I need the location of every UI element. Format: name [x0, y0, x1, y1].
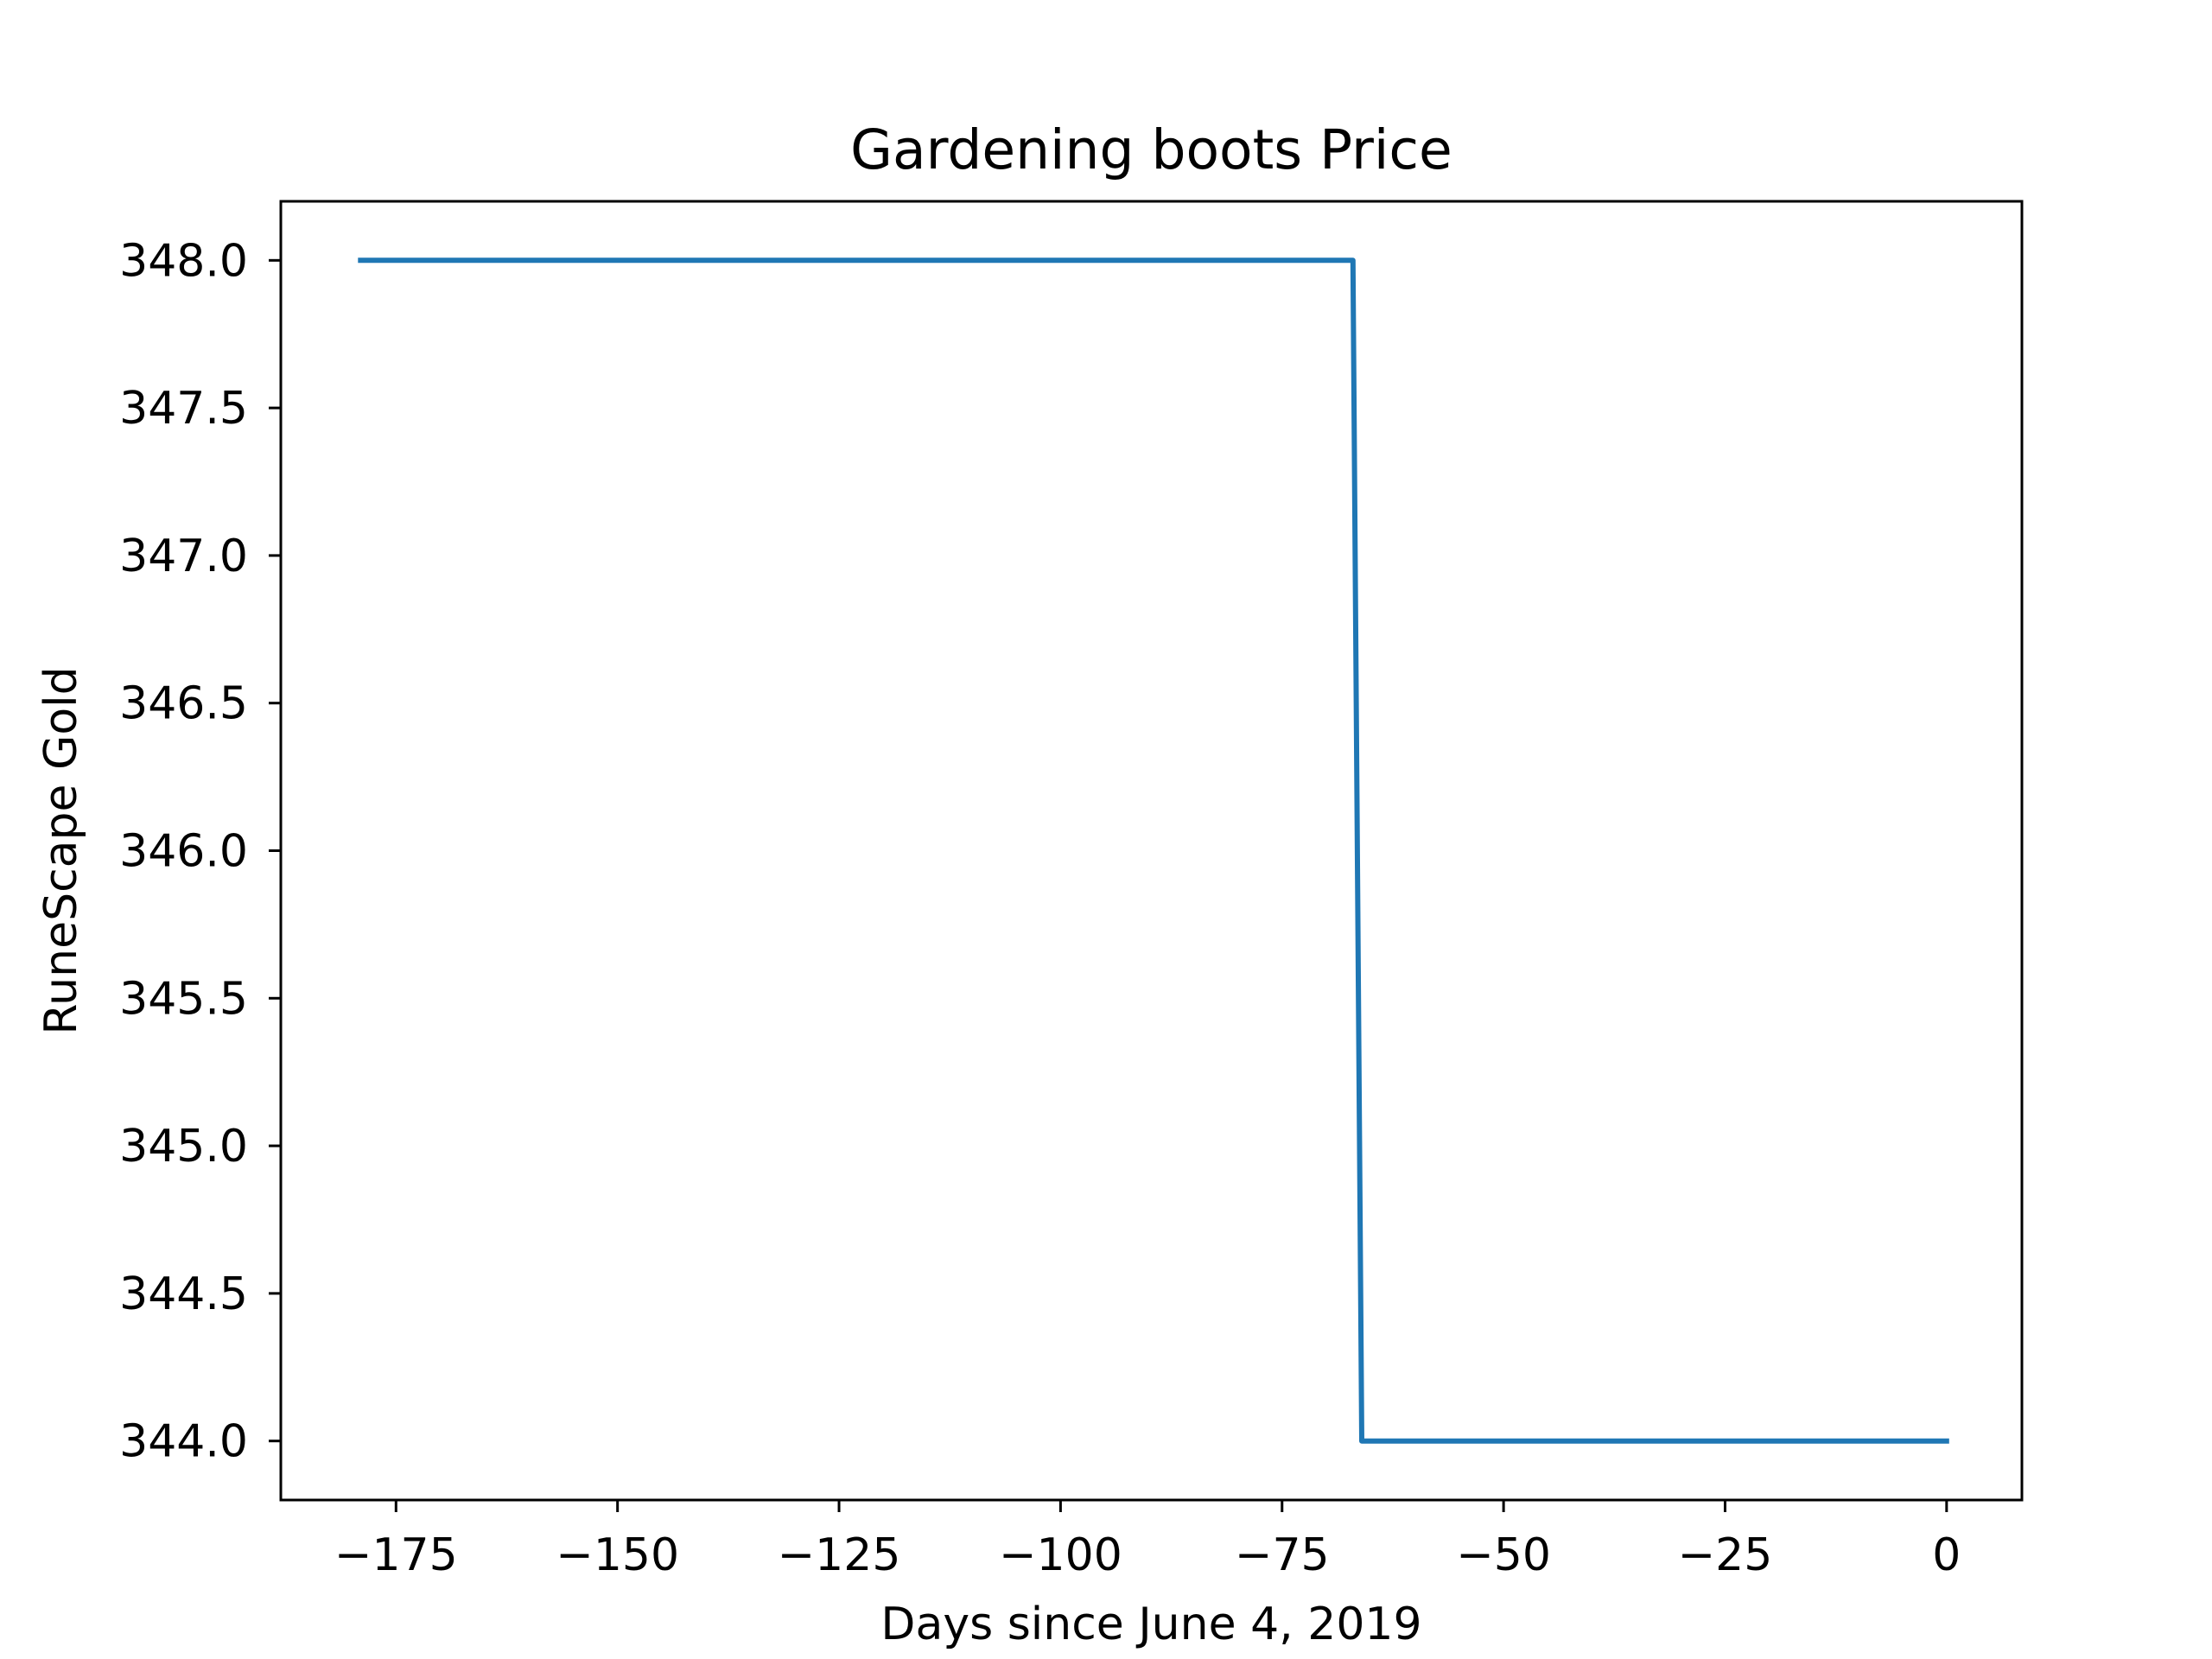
y-tick-label: 345.5 — [119, 973, 248, 1025]
y-tick-label: 345.0 — [119, 1121, 248, 1173]
x-tick-label: −25 — [1678, 1529, 1773, 1581]
y-tick-label: 348.0 — [119, 235, 248, 287]
series-line — [358, 257, 1949, 1444]
x-tick-label: 0 — [1932, 1529, 1961, 1581]
y-tick-label: 344.0 — [119, 1416, 248, 1468]
y-axis-label: RuneScape Gold — [35, 666, 87, 1034]
chart-title: Gardening boots Price — [850, 118, 1452, 181]
y-tick-label: 346.5 — [119, 678, 248, 730]
x-tick-label: −175 — [334, 1529, 458, 1581]
x-axis-label: Days since June 4, 2019 — [880, 1599, 1421, 1650]
y-tick-label: 346.0 — [119, 826, 248, 878]
y-tick-label: 347.5 — [119, 383, 248, 435]
y-tick-label: 347.0 — [119, 531, 248, 582]
x-tick-label: −150 — [556, 1529, 679, 1581]
x-tick-label: −50 — [1456, 1529, 1551, 1581]
x-tick-label: −100 — [999, 1529, 1122, 1581]
plot-layer — [358, 257, 1949, 1444]
ticks-layer: −175 −150 −125 −100 −75 −50 −25 0 344.0 344.5 345.… — [119, 235, 1961, 1581]
x-tick-label: −75 — [1235, 1529, 1330, 1581]
x-tick-label: −125 — [778, 1529, 901, 1581]
plot-frame — [279, 200, 2024, 1502]
y-tick-label: 344.5 — [119, 1268, 248, 1320]
